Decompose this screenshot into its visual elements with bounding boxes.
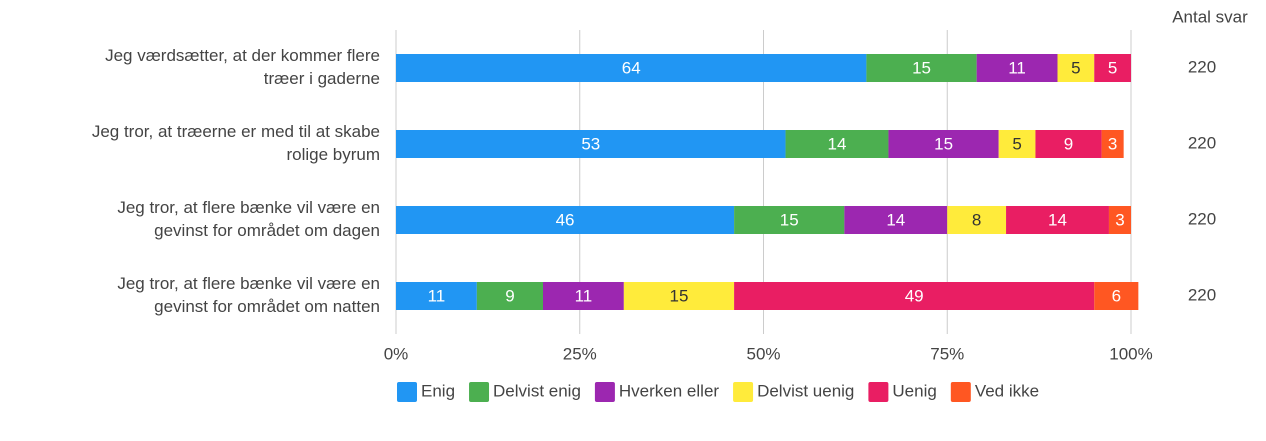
legend-swatch [469,382,490,402]
data-label: 46 [556,210,575,229]
bar-segment [623,282,735,310]
legend-swatch [397,382,417,402]
data-label: 9 [505,286,514,305]
data-label: 15 [934,134,953,153]
legend-label: Delvist uenig [757,381,854,400]
data-label: 15 [780,210,799,229]
data-label: 5 [1012,134,1021,153]
bar-segment [396,206,735,234]
bar-segment [1094,282,1139,310]
x-tick-label: 50% [746,344,780,363]
category-label: rolige byrum [286,145,380,164]
category-label: træer i gaderne [264,69,380,88]
legend-label: Ved ikke [975,381,1039,400]
legend-label: Hverken eller [619,381,719,400]
legend-swatch [733,382,754,402]
total-label: 220 [1188,209,1216,228]
category-label: gevinst for området om dagen [154,221,380,240]
total-label: 220 [1188,133,1216,152]
data-label: 11 [575,286,593,305]
category-label: Jeg tror, at flere bænke vil være en [117,274,380,293]
totals-header: Antal svar [1172,7,1248,26]
bar-segment [1035,130,1102,158]
bar-segment [1101,130,1124,158]
bar-segment [396,282,477,310]
legend-swatch [950,382,971,402]
bar-segment [866,54,977,82]
total-label: 220 [1188,57,1216,76]
bar-segment [396,54,867,82]
data-label: 3 [1115,210,1124,229]
bar-segment [1108,206,1131,234]
data-label: 14 [828,134,847,153]
data-label: 14 [1048,210,1067,229]
bar-segment [976,54,1058,82]
data-label: 11 [428,286,446,305]
legend-label: Delvist enig [493,381,581,400]
data-label: 6 [1112,286,1121,305]
data-label: 9 [1064,134,1073,153]
data-label: 11 [1008,58,1026,77]
x-tick-label: 25% [563,344,597,363]
x-tick-label: 75% [930,344,964,363]
bar-segment [844,206,948,234]
category-label: Jeg tror, at træerne er med til at skabe [92,122,380,141]
category-label: gevinst for området om natten [154,297,380,316]
bar-segment [947,206,1007,234]
category-label: Jeg værdsætter, at der kommer flere [105,46,380,65]
data-label: 14 [886,210,905,229]
legend-swatch [594,382,615,402]
legend-swatch [868,382,889,402]
legend-label: Uenig [892,381,936,400]
data-label: 3 [1108,134,1117,153]
data-label: 64 [622,58,641,77]
data-label: 49 [905,286,924,305]
category-label: Jeg tror, at flere bænke vil være en [117,198,380,217]
legend-label: Enig [421,381,455,400]
bar-segment [1006,206,1109,234]
bar-segment [543,282,624,310]
bar-segment [1094,54,1131,82]
bar-segment [1057,54,1095,82]
data-label: 5 [1108,58,1117,77]
bar-segment [734,206,845,234]
data-label: 15 [670,286,689,305]
x-tick-label: 100% [1109,344,1152,363]
x-tick-label: 0% [384,344,409,363]
data-label: 15 [912,58,931,77]
bar-segment [734,282,1095,310]
bar-segment [998,130,1036,158]
data-label: 8 [972,210,981,229]
bar-segment [888,130,999,158]
data-label: 53 [581,134,600,153]
data-label: 5 [1071,58,1080,77]
bar-segment [476,282,543,310]
total-label: 220 [1188,285,1216,304]
bar-segment [396,130,786,158]
bar-segment [785,130,889,158]
